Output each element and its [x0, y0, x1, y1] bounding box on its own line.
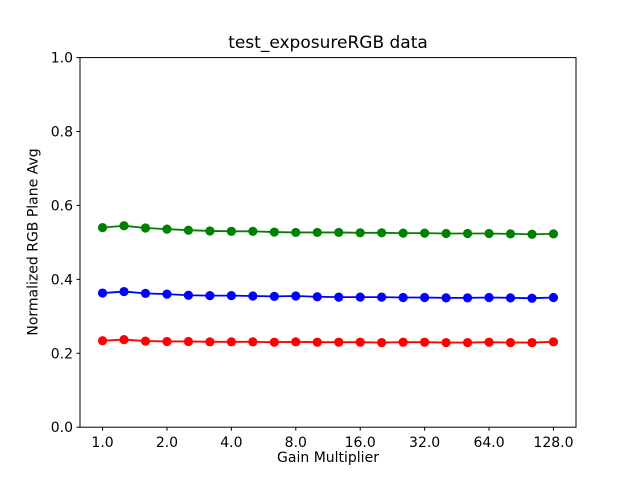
x-tick-label: 8.0 [285, 435, 307, 451]
data-point-green-plane [312, 227, 322, 238]
data-point-red-plane [377, 337, 387, 348]
x-tick-label: 2.0 [156, 435, 178, 451]
data-point-green-plane [205, 226, 215, 236]
y-tick-label: 0.8 [51, 125, 73, 141]
series-red-plane [97, 335, 559, 348]
data-point-blue-plane [548, 292, 559, 303]
data-point-blue-plane [441, 293, 451, 303]
data-point-blue-plane [420, 292, 430, 303]
chart-title: test_exposureRGB data [228, 33, 428, 53]
data-point-green-plane [119, 221, 129, 231]
data-point-red-plane [420, 337, 430, 347]
data-point-green-plane [226, 226, 236, 236]
data-point-red-plane [119, 335, 129, 345]
x-axis-label: Gain Multiplier [277, 450, 379, 466]
data-point-red-plane [97, 336, 108, 346]
data-point-blue-plane [462, 293, 473, 303]
data-point-green-plane [527, 229, 537, 239]
data-point-green-plane [140, 223, 151, 233]
data-point-red-plane [162, 336, 172, 347]
data-point-green-plane [548, 229, 559, 239]
series-green-plane [97, 221, 559, 239]
y-axis-label: Normalized RGB Plane Avg [25, 148, 42, 336]
y-tick-label: 0.4 [51, 272, 73, 288]
data-point-blue-plane [377, 292, 387, 302]
data-point-green-plane [291, 227, 301, 238]
data-point-green-plane [183, 225, 194, 235]
data-point-red-plane [548, 337, 559, 347]
data-point-green-plane [441, 228, 451, 239]
data-point-red-plane [527, 337, 537, 348]
data-point-blue-plane [140, 288, 151, 298]
data-point-blue-plane [398, 292, 408, 303]
data-point-red-plane [505, 337, 516, 348]
x-tick-label: 16.0 [345, 435, 376, 451]
data-point-green-plane [334, 227, 344, 238]
data-point-red-plane [462, 337, 473, 348]
data-point-blue-plane [183, 290, 194, 300]
data-point-red-plane [248, 337, 258, 347]
data-point-green-plane [97, 223, 108, 233]
data-point-green-plane [269, 227, 279, 237]
y-tick-label: 0.6 [51, 198, 73, 214]
data-point-blue-plane [484, 292, 494, 303]
data-point-green-plane [162, 224, 172, 234]
data-point-green-plane [377, 228, 387, 238]
data-point-red-plane [312, 337, 322, 347]
x-tick-label: 128.0 [533, 435, 573, 451]
data-point-red-plane [226, 337, 236, 347]
data-point-red-plane [269, 337, 279, 347]
data-point-blue-plane [97, 288, 108, 298]
data-point-green-plane [484, 228, 494, 239]
data-point-blue-plane [334, 292, 344, 302]
data-point-red-plane [183, 336, 194, 347]
data-point-green-plane [355, 228, 365, 238]
x-tick-label: 32.0 [409, 435, 440, 451]
data-point-green-plane [420, 228, 430, 238]
data-point-blue-plane [205, 291, 215, 301]
y-tick-label: 0.2 [51, 346, 73, 362]
data-point-red-plane [334, 337, 344, 347]
series-line-green-plane [101, 224, 555, 236]
data-point-green-plane [505, 229, 516, 239]
axes-frame [79, 57, 577, 428]
data-point-blue-plane [248, 291, 258, 301]
data-point-blue-plane [226, 291, 236, 301]
data-point-blue-plane [505, 293, 516, 303]
data-point-green-plane [248, 226, 258, 236]
series-blue-plane [97, 286, 559, 303]
data-point-blue-plane [269, 291, 279, 301]
data-point-blue-plane [291, 291, 301, 301]
series-line-blue-plane [101, 290, 555, 300]
data-point-red-plane [484, 337, 494, 347]
data-point-red-plane [140, 336, 151, 346]
data-point-green-plane [462, 228, 473, 239]
data-point-green-plane [398, 228, 408, 238]
data-point-blue-plane [355, 292, 365, 302]
data-point-blue-plane [312, 292, 322, 302]
data-point-red-plane [205, 337, 215, 347]
data-point-blue-plane [527, 293, 537, 303]
data-point-red-plane [291, 337, 301, 347]
data-point-red-plane [441, 337, 451, 348]
data-point-blue-plane [162, 289, 172, 299]
y-tick-label: 0.0 [51, 420, 73, 436]
x-tick-label: 1.0 [91, 435, 113, 451]
y-tick-label: 1.0 [51, 51, 73, 67]
data-point-red-plane [398, 337, 408, 347]
x-tick-label: 64.0 [473, 435, 504, 451]
data-point-red-plane [355, 337, 365, 347]
series-line-red-plane [101, 338, 555, 344]
data-point-blue-plane [119, 286, 129, 297]
x-tick-label: 4.0 [220, 435, 242, 451]
